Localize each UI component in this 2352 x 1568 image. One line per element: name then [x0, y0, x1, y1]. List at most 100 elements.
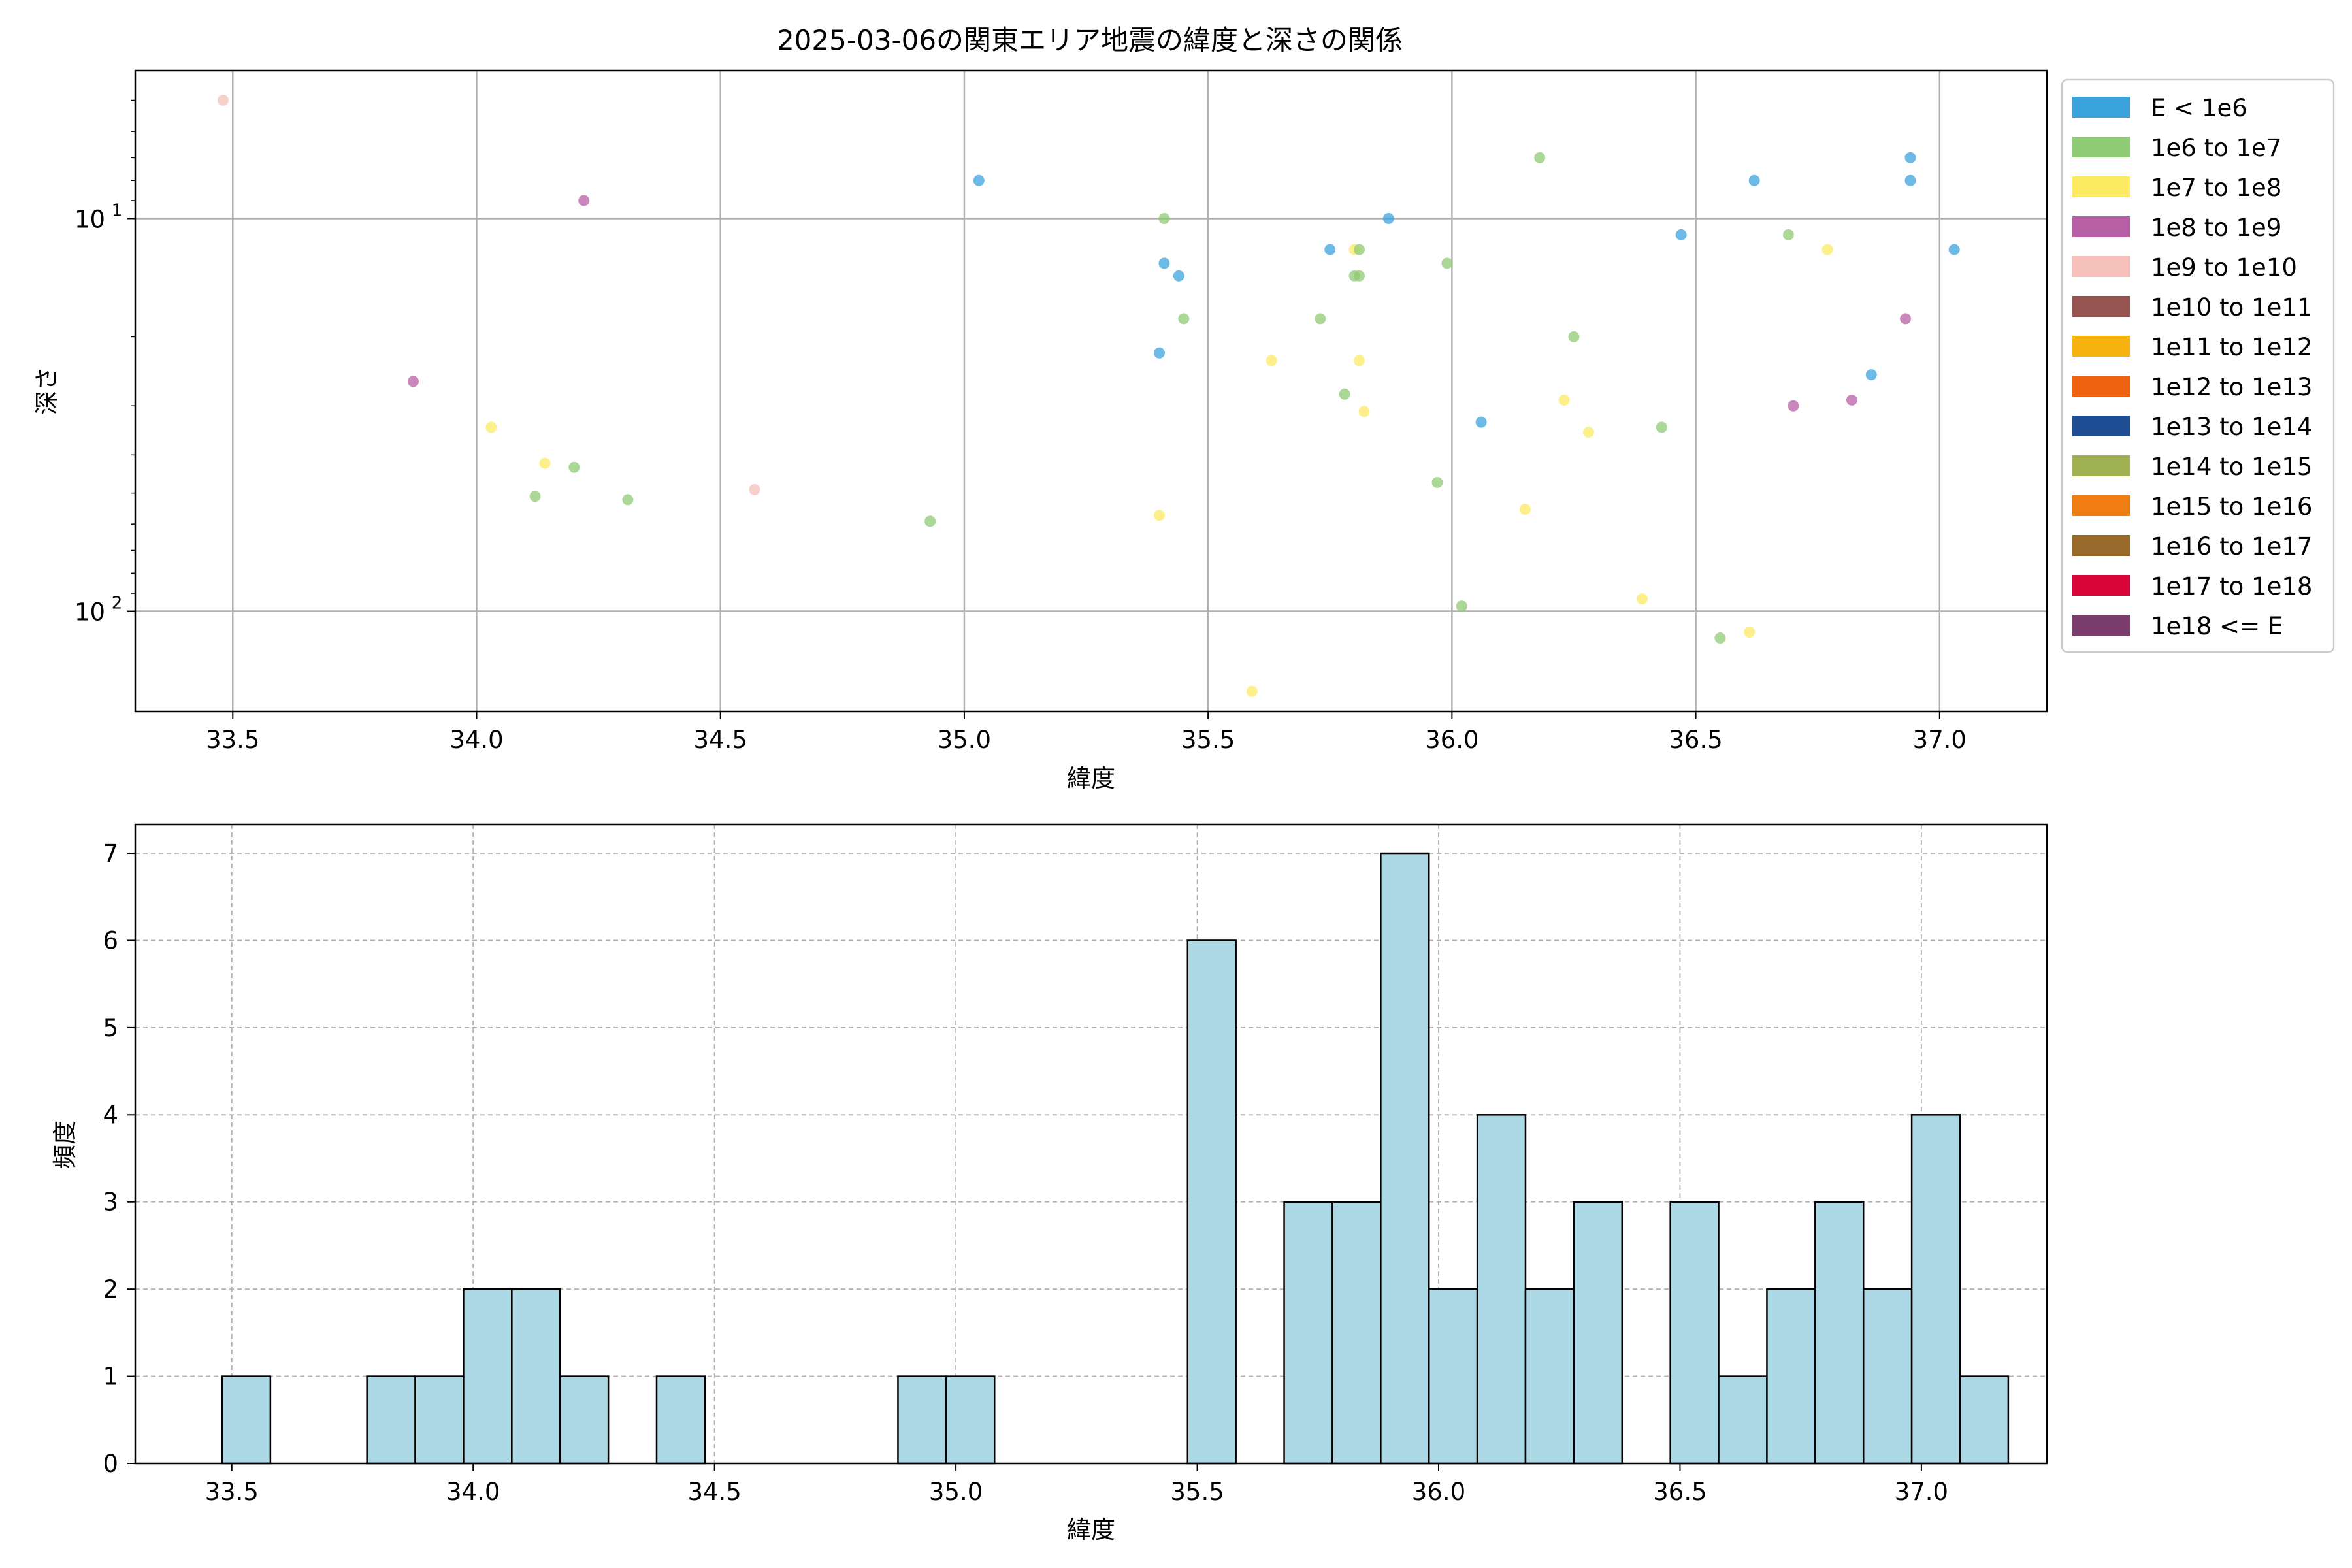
scatter-point	[1788, 400, 1799, 412]
histogram-bar	[1862, 1288, 1913, 1465]
scatter-point	[539, 457, 551, 469]
histogram-bar	[1428, 1288, 1478, 1465]
scatter-x-tick-label: 33.5	[206, 726, 259, 754]
scatter-point	[1154, 510, 1165, 521]
scatter-x-tick-label: 36.0	[1425, 726, 1478, 754]
scatter-x-tick-label: 35.5	[1181, 726, 1235, 754]
scatter-point	[1744, 626, 1756, 638]
histogram-y-tick-label: 3	[103, 1188, 118, 1217]
legend-swatch	[2072, 216, 2130, 237]
legend-swatch	[2072, 535, 2130, 556]
scatter-plot-frame	[134, 69, 2048, 713]
scatter-point	[1782, 229, 1794, 240]
histogram-bar	[1283, 1201, 1333, 1465]
scatter-title: 2025-03-06の関東エリア地震の緯度と深さの関係	[777, 24, 1403, 56]
histogram-bar	[1910, 1114, 1961, 1465]
histogram-plot-frame	[134, 823, 2048, 1465]
scatter-gridlines	[135, 71, 2047, 711]
scatter-point	[1948, 244, 1960, 255]
scatter-point	[485, 421, 497, 433]
histogram-bar	[1718, 1375, 1768, 1465]
legend-swatch	[2072, 176, 2130, 197]
scatter-point	[1178, 313, 1190, 325]
histogram-bar	[945, 1375, 996, 1465]
legend-label: 1e15 to 1e16	[2151, 493, 2312, 521]
scatter-panel: 2025-03-06の関東エリア地震の緯度と深さの関係 33.5 34.0 34.5…	[33, 24, 2335, 792]
histogram-bar	[1524, 1288, 1575, 1465]
histogram-bar	[559, 1375, 610, 1465]
scatter-point	[1904, 174, 1916, 186]
scatter-points	[217, 95, 1960, 697]
scatter-x-tick-label: 36.5	[1669, 726, 1722, 754]
legend-swatch	[2072, 416, 2130, 436]
histogram-x-tick-label: 34.5	[687, 1478, 741, 1506]
scatter-point	[1821, 244, 1833, 255]
scatter-point	[1382, 212, 1394, 224]
histogram-bar	[1814, 1201, 1865, 1465]
histogram-bar	[897, 1375, 947, 1465]
histogram-bar	[1186, 939, 1237, 1465]
scatter-point	[1568, 331, 1580, 342]
legend-label: 1e17 to 1e18	[2151, 572, 2312, 600]
histogram-bar	[414, 1375, 465, 1465]
scatter-y-tick-base: 10	[74, 205, 105, 233]
histogram-x-tick-label: 35.0	[929, 1478, 983, 1506]
histogram-y-tick-label: 1	[103, 1363, 118, 1391]
histogram-bar	[1331, 1201, 1382, 1465]
scatter-point	[1675, 229, 1687, 240]
scatter-point	[1865, 369, 1877, 381]
histogram-y-axis-label: 頻度	[51, 1120, 79, 1169]
legend-swatch	[2072, 336, 2130, 357]
scatter-point	[1354, 270, 1365, 282]
histogram-x-tick-label: 33.5	[205, 1478, 259, 1506]
histogram-y-tick-label: 2	[103, 1275, 118, 1303]
histogram-bar	[1476, 1114, 1527, 1465]
scatter-point	[1173, 270, 1184, 282]
histogram-y-ticks: 0 1 2 3 4 5 6 7	[103, 840, 135, 1478]
legend-swatch	[2072, 615, 2130, 636]
scatter-point	[1904, 152, 1916, 163]
scatter-x-tick-label: 37.0	[1913, 726, 1967, 754]
scatter-point	[407, 376, 419, 387]
scatter-x-axis-label: 緯度	[1067, 764, 1115, 792]
scatter-point	[1315, 313, 1326, 325]
scatter-point	[1656, 421, 1667, 433]
histogram-bar	[366, 1375, 416, 1465]
histogram-bar	[1669, 1201, 1720, 1465]
scatter-point	[1431, 476, 1443, 488]
scatter-point	[568, 461, 580, 473]
histogram-y-tick-label: 4	[103, 1101, 118, 1129]
scatter-point	[1714, 632, 1726, 644]
legend-items: E < 1e6 1e6 to 1e7 1e7 to 1e8 1e8 to 1e9 1e9…	[2072, 94, 2312, 640]
legend-label: 1e8 to 1e9	[2151, 214, 2281, 242]
legend-label: 1e13 to 1e14	[2151, 413, 2312, 441]
histogram-bar	[1380, 852, 1430, 1465]
legend-label: 1e7 to 1e8	[2151, 174, 2281, 202]
scatter-point	[973, 174, 985, 186]
scatter-point	[1475, 416, 1487, 428]
scatter-point	[1558, 394, 1570, 406]
legend-label: 1e11 to 1e12	[2151, 333, 2312, 361]
legend-swatch	[2072, 495, 2130, 516]
histogram-y-tick-label: 7	[103, 840, 118, 868]
scatter-point	[578, 195, 590, 206]
legend-label: 1e14 to 1e15	[2151, 453, 2312, 481]
scatter-point	[1900, 313, 1912, 325]
legend-label: 1e6 to 1e7	[2151, 134, 2281, 162]
scatter-point	[1636, 593, 1648, 605]
histogram-x-axis-label: 緯度	[1067, 1516, 1115, 1544]
histogram-bar	[221, 1375, 272, 1465]
histogram-x-tick-label: 35.5	[1170, 1478, 1224, 1506]
legend-label: 1e12 to 1e13	[2151, 373, 2312, 401]
histogram-bar	[511, 1288, 561, 1465]
histogram-y-tick-label: 5	[103, 1014, 118, 1042]
scatter-point	[1266, 355, 1277, 367]
scatter-point	[1358, 406, 1370, 417]
scatter-point	[1324, 244, 1336, 255]
scatter-x-tick-label: 34.0	[449, 726, 503, 754]
scatter-point	[529, 491, 541, 502]
scatter-y-tick-label: 10	[74, 205, 105, 233]
scatter-point	[1339, 388, 1350, 400]
scatter-point	[1441, 257, 1453, 269]
